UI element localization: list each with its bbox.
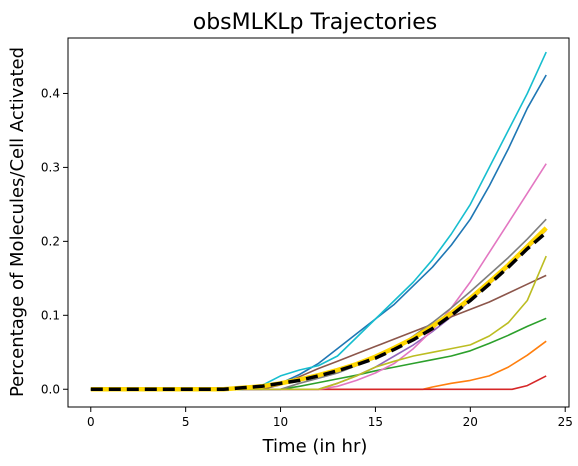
series-line-9: [90, 255, 547, 391]
series-line-7: [90, 163, 547, 391]
x-tick-label: 10: [273, 415, 288, 429]
y-tick-label: 0.0: [41, 382, 60, 396]
series-line-12: [90, 231, 548, 392]
x-tick-label: 15: [368, 415, 383, 429]
x-axis-label: Time (in hr): [262, 436, 368, 457]
plot-frame: [67, 37, 570, 408]
x-tick-label: 20: [463, 415, 478, 429]
ticks-layer: 0 5 10 15 20 25 0.0 0.1 0.2 0.3 0.4: [41, 86, 573, 429]
series-line-3: [90, 317, 547, 391]
x-tick-label: 5: [182, 415, 190, 429]
y-tick-label: 0.1: [41, 308, 60, 322]
y-tick-label: 0.3: [41, 160, 60, 174]
series-line-10: [90, 51, 547, 391]
x-tick-label: 0: [87, 415, 95, 429]
x-tick-label: 25: [558, 415, 573, 429]
chart-title: obsMLKLp Trajectories: [193, 10, 437, 35]
y-axis-label: Percentage of Molecules/Cell Activated: [7, 47, 28, 397]
series-layer: [90, 51, 548, 392]
y-tick-label: 0.2: [41, 234, 60, 248]
y-tick-label: 0.4: [41, 86, 60, 100]
